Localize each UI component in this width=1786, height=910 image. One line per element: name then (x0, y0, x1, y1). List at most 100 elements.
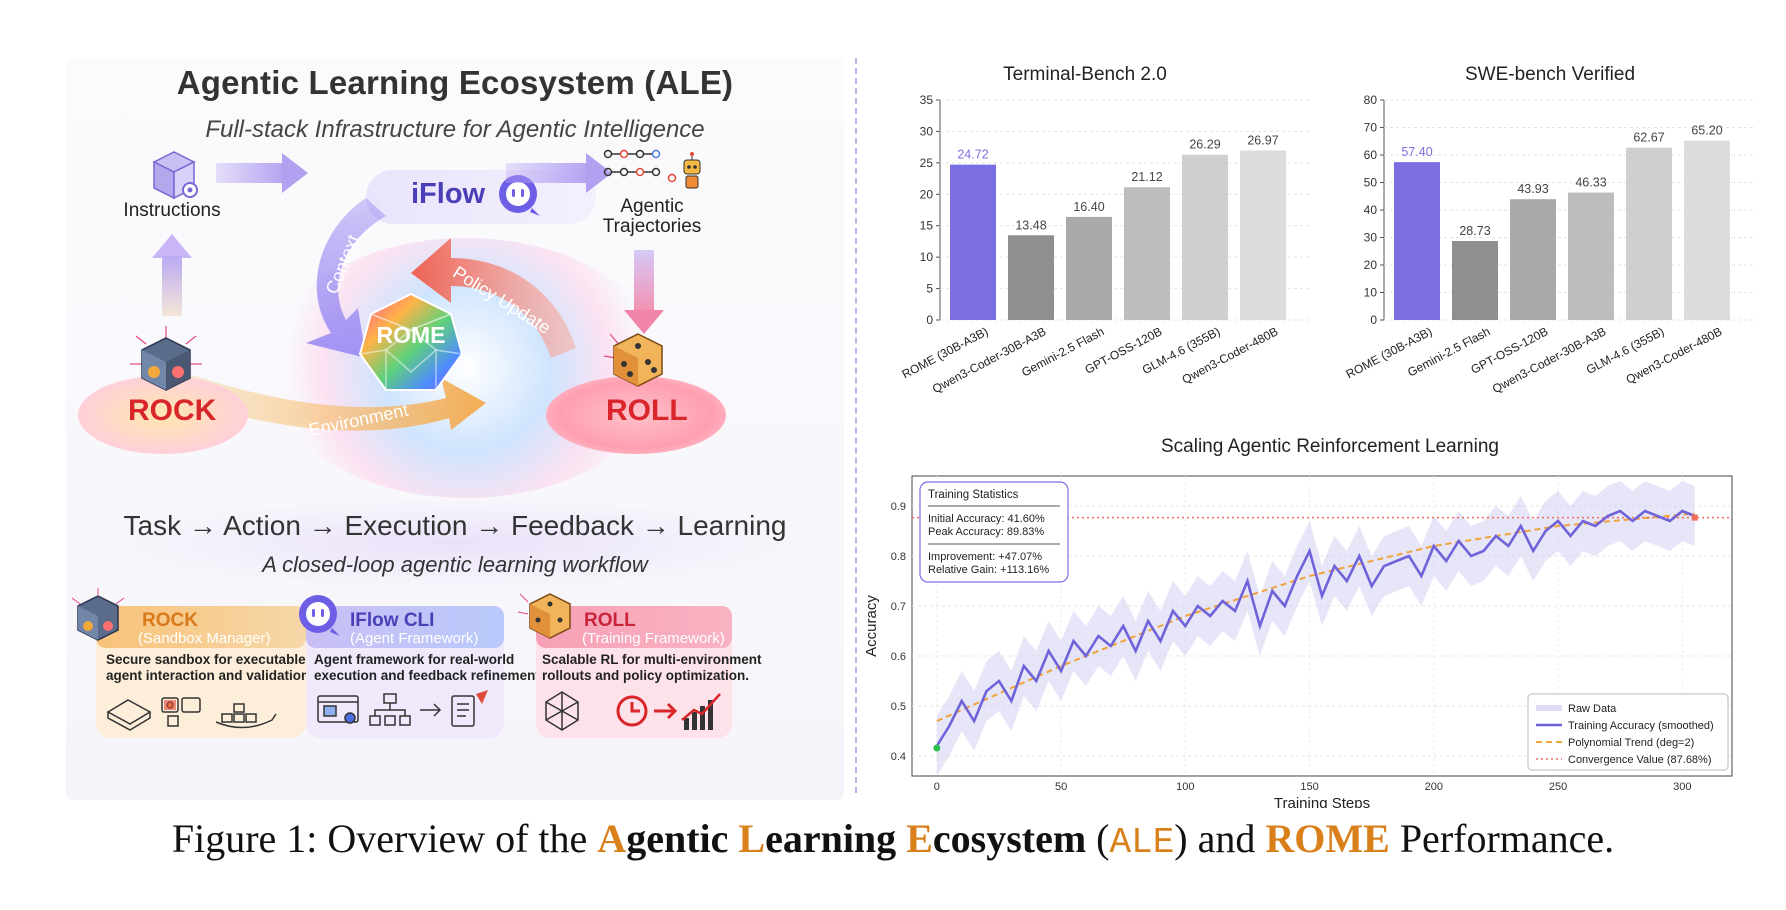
y-tick-label: 60 (1364, 148, 1378, 162)
scaling-rl-title: Scaling Agentic Reinforcement Learning (1161, 436, 1499, 457)
arrow-trajectories-to-roll-head (624, 310, 664, 334)
bar-value-label: 26.29 (1189, 138, 1220, 152)
y-tick-label: 0.4 (891, 751, 906, 763)
rome-gem-icon (356, 290, 466, 405)
rock-card-body-2: agent interaction and validation. (106, 668, 314, 683)
bar (1626, 147, 1672, 320)
caption-e: E (906, 816, 933, 861)
stats-line-1: Initial Accuracy: 41.60% (928, 513, 1045, 525)
trajectories-label-1: Agentic (620, 196, 684, 217)
bar-value-label: 16.40 (1073, 200, 1104, 214)
caption-w3: cosystem (932, 816, 1087, 861)
iflow-card-icons (316, 690, 502, 737)
x-tick-label: 200 (1425, 781, 1443, 793)
x-tick-label: 0 (934, 781, 940, 793)
bar (1008, 235, 1054, 320)
arrow-to-iflow-head (282, 153, 308, 193)
bar (1394, 162, 1440, 320)
rock-card-cube-icon (68, 588, 128, 653)
bar (1182, 154, 1228, 320)
swe-bench-title: SWE-bench Verified (1464, 64, 1636, 85)
caption-a: A (597, 816, 627, 861)
stats-box (919, 481, 1069, 583)
loop-band (106, 498, 806, 588)
y-tick-label: 0.9 (891, 501, 906, 513)
figure-caption: Figure 1: Overview of the Agentic Learni… (0, 815, 1786, 863)
rock-card-header (96, 606, 306, 648)
y-tick-label: 0.6 (891, 651, 906, 663)
x-tick-label: 150 (1300, 781, 1318, 793)
stats-line-4: Relative Gain: +113.16% (928, 564, 1049, 576)
bar (1510, 199, 1556, 320)
arrow-rock-to-instructions-head (152, 234, 192, 258)
instructions-label: Instructions (123, 200, 221, 221)
trajectories-label-2: Trajectories (602, 216, 702, 237)
caption-paren-close: ) and (1174, 816, 1266, 861)
y-tick-label: 10 (920, 250, 934, 264)
iflow-card-header (306, 606, 504, 648)
terminal-bench-title: Terminal-Bench 2.0 (1003, 64, 1167, 85)
stats-line-2: Peak Accuracy: 89.83% (928, 526, 1044, 538)
y-tick-label: 0 (926, 313, 933, 327)
bar (1240, 150, 1286, 320)
bar-value-label: 46.33 (1575, 176, 1606, 190)
loop-text: Task → Action → Execution → Feedback → L… (123, 510, 787, 541)
y-tick-label: 15 (920, 219, 934, 233)
bar-value-label: 65.20 (1691, 124, 1722, 138)
arrow-to-trajectories-head (586, 153, 612, 193)
roll-ellipse (546, 376, 726, 454)
roll-card-title: ROLL (584, 610, 636, 631)
polynomial-trend-line (936, 512, 1695, 722)
caption-w1: gentic (626, 816, 739, 861)
convergence-marker (1691, 514, 1698, 521)
bar (950, 164, 996, 320)
rock-card-icons (104, 690, 300, 737)
caption-w2: earning (765, 816, 907, 861)
y-tick-label: 0.5 (891, 701, 906, 713)
x-tick-label: 300 (1673, 781, 1691, 793)
arrow-rock-to-instructions (162, 256, 182, 316)
roll-dice-icon (600, 326, 674, 401)
rock-label: ROCK (128, 394, 217, 427)
iflow-card-logo-icon (296, 592, 342, 643)
rock-card-title: ROCK (142, 610, 198, 631)
x-tick-label: 100 (1176, 781, 1194, 793)
smoothed-accuracy-line (935, 509, 1696, 747)
scaling-rl-chart: 0.4 0.5 0.6 0.7 0.8 0.9 0 50 100 150 200 250 300 Trai… (863, 475, 1733, 808)
y-tick-label: 20 (1364, 258, 1378, 272)
x-tick-label: 250 (1549, 781, 1567, 793)
roll-label: ROLL (606, 394, 688, 427)
bar-value-label: 28.73 (1459, 224, 1490, 238)
rock-card-body-1: Secure sandbox for executable (106, 652, 306, 667)
rock-cube-icon (128, 324, 204, 405)
bar (1066, 216, 1112, 320)
caption-paren-open: ( (1086, 816, 1110, 861)
legend-label: Training Accuracy (smoothed) (1568, 720, 1714, 732)
roll-card-icons (544, 690, 730, 737)
roll-card-subtitle: (Training Framework) (582, 630, 725, 647)
legend-box (1527, 693, 1729, 771)
initial-accuracy-marker (933, 744, 941, 752)
bar-value-label: 26.97 (1247, 133, 1278, 147)
roll-card-body-1: Scalable RL for multi-environment (542, 652, 762, 667)
x-axis-label: Training Steps (1274, 795, 1370, 808)
caption-prefix: Figure 1: Overview of the (171, 816, 598, 861)
bar (1568, 192, 1614, 320)
y-tick-label: 40 (1364, 203, 1378, 217)
ale-title: Agentic Learning Ecosystem (ALE) (176, 64, 734, 101)
iflow-logo-icon (496, 172, 542, 223)
y-tick-label: 0.8 (891, 551, 906, 563)
trajectory-nodes-icon (602, 146, 712, 199)
y-tick-label: 0 (1370, 313, 1377, 327)
stats-heading: Training Statistics (928, 489, 1019, 501)
iflow-card-subtitle: (Agent Framework) (350, 630, 479, 647)
x-tick-label: Qwen3-Coder-480B (1624, 324, 1725, 386)
y-tick-label: 20 (920, 187, 934, 201)
roll-card-dice-icon (517, 588, 580, 651)
legend-label: Raw Data (1568, 703, 1617, 715)
curved-arrows (176, 198, 576, 431)
y-tick-label: 50 (1364, 176, 1378, 190)
raw-data-band (936, 481, 1695, 776)
bar-value-label: 13.48 (1015, 218, 1046, 232)
